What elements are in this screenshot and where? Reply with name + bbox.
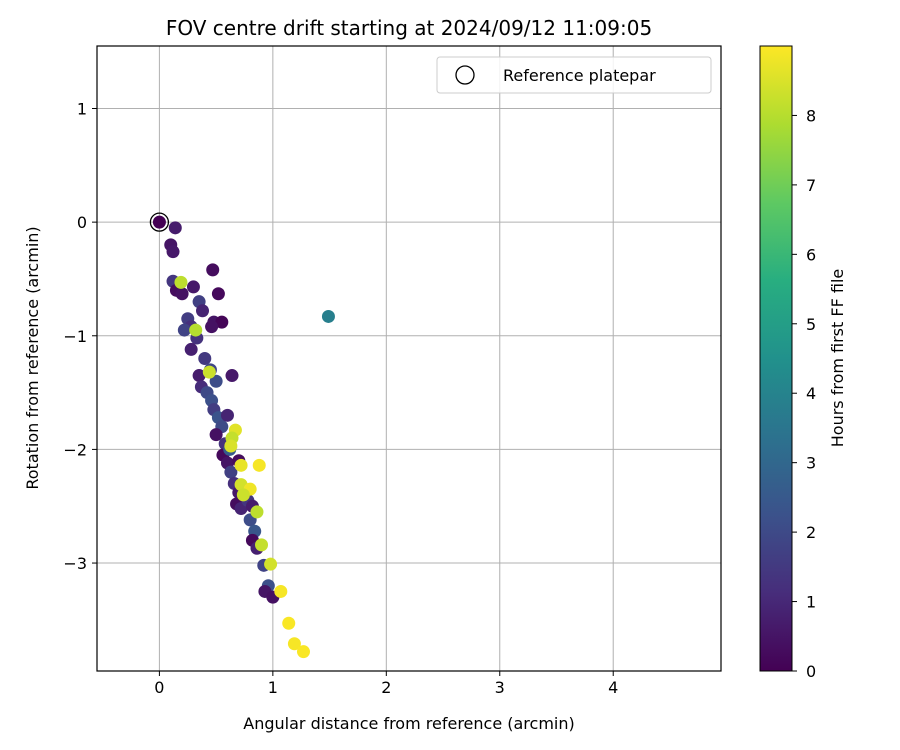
legend-entry-reference-platepar: Reference platepar (503, 66, 656, 85)
colorbar: 0 1 2 3 4 5 6 7 8 Hours from first FF file (759, 45, 847, 681)
chart-title: FOV centre drift starting at 2024/09/12 … (166, 16, 652, 40)
data-point (215, 315, 229, 329)
data-point (184, 342, 198, 356)
colorbar-tick-label: 6 (806, 245, 816, 264)
data-point (250, 505, 264, 519)
y-tick-label: 0 (77, 213, 87, 232)
legend-reference-marker (455, 65, 475, 85)
data-point (196, 304, 210, 318)
x-tick-label: 0 (154, 678, 164, 697)
y-axis-ticks: 1 0 −1 −2 −3 (63, 100, 97, 573)
data-point (209, 428, 223, 442)
data-point (202, 365, 216, 379)
data-point (168, 221, 182, 235)
colorbar-tick-label: 4 (806, 384, 816, 403)
data-points (149, 212, 335, 659)
colorbar-ticks: 0 1 2 3 4 5 6 7 8 (792, 106, 816, 681)
data-point (198, 352, 212, 365)
data-point (287, 637, 301, 651)
legend: Reference platepar (436, 56, 712, 94)
data-point (234, 458, 248, 472)
colorbar-tick-label: 0 (806, 662, 816, 681)
x-tick-label: 2 (381, 678, 391, 697)
colorbar-tick-label: 2 (806, 523, 816, 542)
data-point (321, 309, 335, 323)
y-tick-label: −3 (63, 554, 87, 573)
colorbar-tick-label: 8 (806, 106, 816, 125)
data-point (189, 323, 203, 337)
data-point (224, 465, 238, 479)
colorbar-tick-label: 5 (806, 315, 816, 334)
x-tick-label: 1 (268, 678, 278, 697)
data-point (152, 215, 166, 229)
x-axis-ticks: 0 1 2 3 4 (154, 671, 618, 697)
x-tick-label: 3 (495, 678, 505, 697)
data-point (282, 616, 296, 630)
data-point (274, 584, 288, 598)
data-point (177, 323, 191, 337)
data-point (225, 369, 239, 383)
data-point (206, 263, 220, 277)
data-point (192, 369, 206, 383)
y-tick-label: 1 (77, 100, 87, 119)
data-point (296, 645, 310, 659)
data-point (175, 287, 189, 301)
plot-frame (96, 45, 722, 672)
x-tick-label: 4 (608, 678, 618, 697)
data-point (252, 458, 266, 472)
legend-box (436, 56, 712, 94)
data-point (186, 280, 200, 294)
data-point (205, 320, 219, 334)
data-point (174, 275, 188, 289)
colorbar-tick-label: 7 (806, 176, 816, 195)
data-point (211, 287, 225, 301)
data-point (255, 538, 269, 552)
y-axis-label: Rotation from reference (arcmin) (23, 226, 42, 489)
data-point (224, 439, 238, 453)
data-point (220, 408, 234, 422)
data-point (236, 488, 250, 502)
colorbar-label: Hours from first FF file (828, 269, 847, 448)
data-point (264, 557, 278, 571)
data-point (166, 245, 180, 259)
colorbar-tick-label: 3 (806, 454, 816, 473)
data-point (209, 374, 223, 388)
reference-platepar-marker (149, 212, 170, 232)
colorbar-gradient (759, 45, 793, 672)
y-tick-label: −2 (63, 440, 87, 459)
y-tick-label: −1 (63, 327, 87, 346)
grid-lines (97, 46, 721, 671)
x-axis-label: Angular distance from reference (arcmin) (243, 714, 574, 733)
colorbar-tick-label: 1 (806, 593, 816, 612)
